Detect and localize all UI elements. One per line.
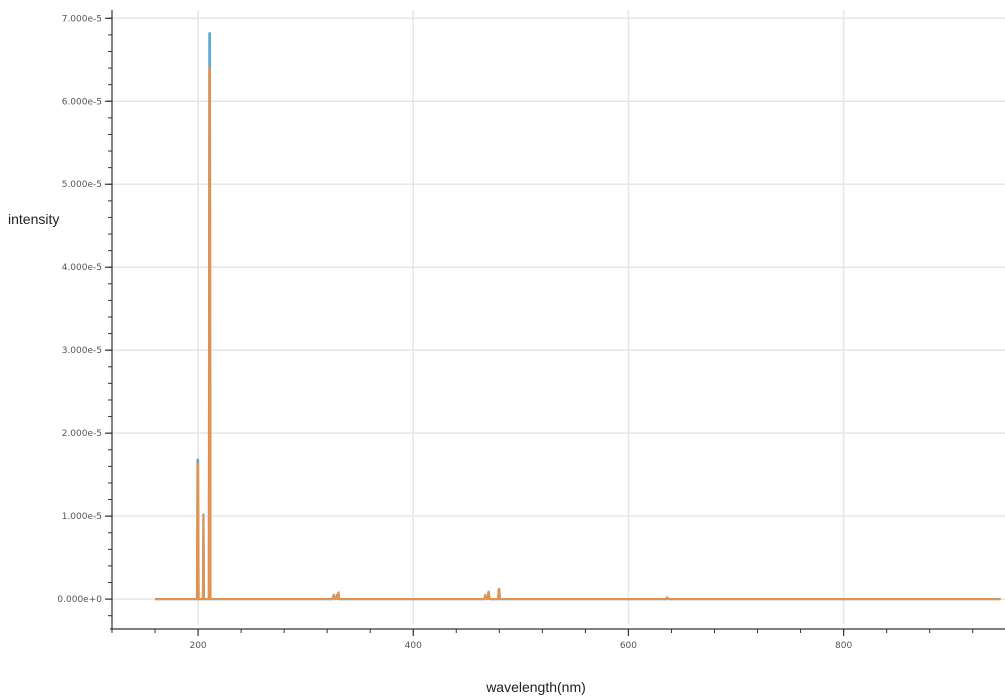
y-tick-label: 6.000e-5 xyxy=(62,97,102,107)
x-tick-label: 200 xyxy=(189,641,206,651)
series-2-line xyxy=(155,67,1001,601)
y-axis-label: intensity xyxy=(8,211,59,227)
series-group xyxy=(155,32,1001,601)
x-tick-label: 600 xyxy=(620,641,637,651)
axes xyxy=(105,10,1005,636)
x-tick-label: 800 xyxy=(835,641,852,651)
y-tick-label: 0.000e+0 xyxy=(57,595,102,605)
y-tick-label: 3.000e-5 xyxy=(62,346,102,356)
tick-labels: 0.000e+0 1.000e-5 2.000e-5 3.000e-5 4.000e-5… xyxy=(57,14,852,651)
y-tick-label: 2.000e-5 xyxy=(62,429,102,439)
y-tick-label: 4.000e-5 xyxy=(62,263,102,273)
grid xyxy=(112,10,1005,624)
y-tick-label: 5.000e-5 xyxy=(62,180,102,190)
x-tick-label: 400 xyxy=(405,641,422,651)
y-tick-label: 1.000e-5 xyxy=(62,512,102,522)
y-tick-label: 7.000e-5 xyxy=(62,14,102,24)
x-axis-label: wavelength(nm) xyxy=(485,679,586,695)
